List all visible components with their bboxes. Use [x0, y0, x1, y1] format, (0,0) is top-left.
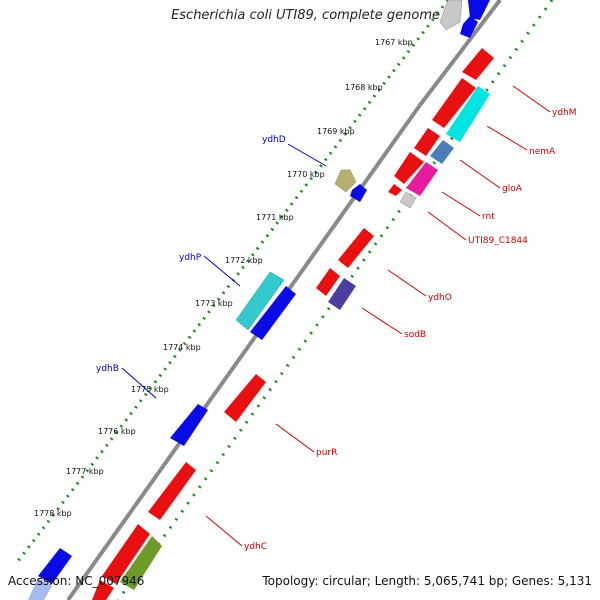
gene-red-bottom-2 [92, 580, 114, 600]
gene-ydhC [148, 462, 196, 520]
gene-gray-top [439, 0, 463, 31]
gene-blue-mid [250, 286, 296, 340]
gene-label: gloA [502, 184, 523, 194]
ruler-label: 1778 kbp [34, 509, 72, 518]
gene-red-bottom [102, 524, 150, 584]
genes-right-strand [92, 48, 494, 600]
gene-label: purR [316, 448, 337, 458]
ruler-label: 1769 kbp [317, 127, 355, 136]
ruler-label: 1768 kbp [345, 83, 383, 92]
gene-label: ydhB [96, 364, 119, 374]
gene-labels-right: ydhM nemA gloA rnt UTI89_C1844 ydhO sodB… [244, 108, 577, 552]
gene-ydhM [462, 48, 494, 80]
gene-label: sodB [404, 330, 426, 340]
gene-magenta [406, 162, 438, 196]
gene-cyan [446, 86, 490, 142]
gene-labels-left: ydhD ydhP ydhB [96, 135, 286, 374]
ruler-label: 1773 kbp [195, 299, 233, 308]
outer-tick-ring [13, 0, 450, 566]
gene-label: ydhC [244, 542, 267, 552]
ruler-label: 1771 kbp [256, 213, 294, 222]
gene-purR [224, 374, 266, 422]
gene-label: ydhO [428, 293, 452, 303]
gene-rnt [394, 152, 424, 184]
gene-ydhB [170, 404, 208, 446]
gene-blue-top-2 [460, 16, 478, 38]
genome-summary: Topology: circular; Length: 5,065,741 bp… [262, 574, 592, 588]
accession-label: Accession: NC_007946 [8, 574, 145, 588]
ruler-labels: 1767 kbp 1768 kbp 1769 kbp 1770 kbp 1771… [34, 38, 413, 518]
gene-small-blue [350, 184, 367, 202]
gene-blue-top [468, 0, 490, 20]
gene-ydhO-b [316, 268, 340, 296]
gene-ydhO-a [338, 228, 374, 268]
gene-label: nemA [529, 147, 556, 157]
gene-olive-bottom [120, 536, 162, 590]
gene-blue-bottom [38, 548, 72, 584]
gene-lightblue-bottom [28, 578, 52, 600]
gene-label: ydhP [179, 253, 202, 263]
gene-label: ydhD [262, 135, 286, 145]
gene-label: rnt [482, 212, 495, 222]
ruler-label: 1776 kbp [98, 427, 136, 436]
gene-sodB [328, 278, 356, 310]
gene-UTI89_C1844 [399, 191, 417, 209]
leader-lines [121, 85, 551, 547]
ruler-label: 1777 kbp [66, 467, 104, 476]
gene-gloA [414, 128, 440, 156]
gene-ydhD [334, 169, 357, 193]
ruler-label: 1770 kbp [287, 170, 325, 179]
ruler-label: 1774 kbp [163, 343, 201, 352]
gene-steel [430, 140, 454, 164]
ruler-label: 1767 kbp [375, 38, 413, 47]
gene-ydhP [235, 271, 285, 331]
gene-label: ydhM [552, 108, 577, 118]
map-title: Escherichia coli UTI89, complete genome [171, 8, 440, 23]
genes-left-strand [28, 0, 490, 600]
ruler-label: 1775 kbp [131, 385, 169, 394]
ruler-label: 1772 kbp [225, 256, 263, 265]
gene-label: UTI89_C1844 [468, 236, 528, 246]
gene-nemA [432, 78, 476, 128]
gene-small-red [388, 184, 402, 196]
